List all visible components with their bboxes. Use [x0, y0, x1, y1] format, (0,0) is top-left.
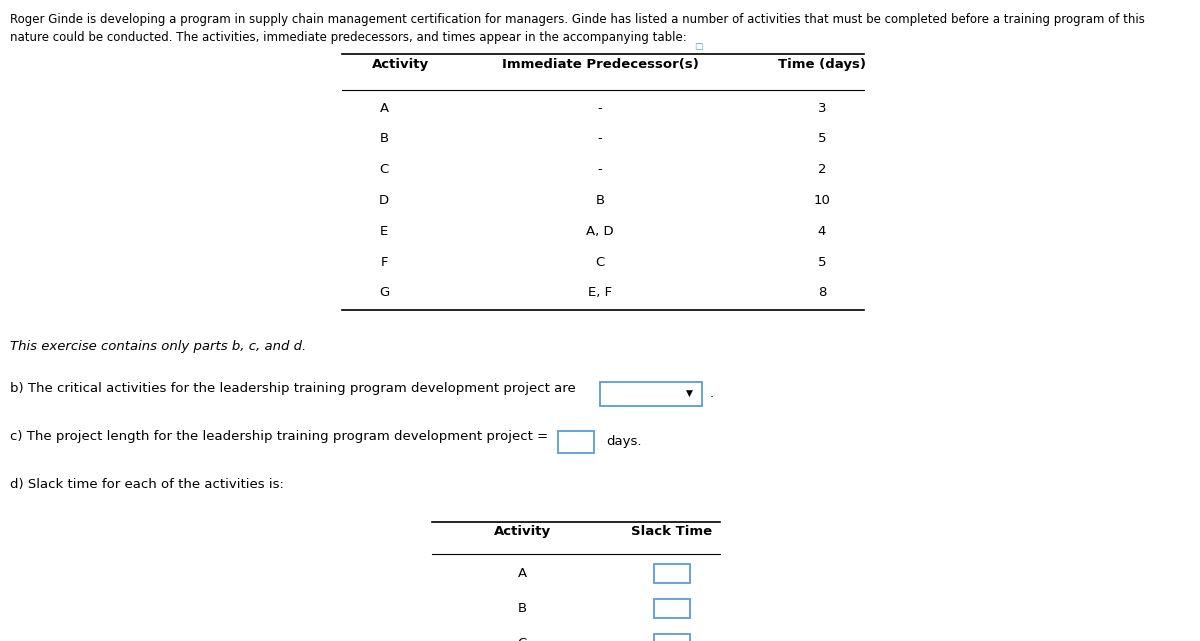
- Text: .: .: [709, 387, 713, 400]
- Text: 5: 5: [817, 133, 827, 146]
- Text: 8: 8: [818, 287, 826, 299]
- FancyBboxPatch shape: [600, 381, 702, 406]
- Text: B: B: [379, 133, 389, 146]
- Text: 2: 2: [817, 163, 827, 176]
- Text: A: A: [517, 567, 527, 580]
- Text: days.: days.: [606, 435, 642, 448]
- Text: C: C: [595, 256, 605, 269]
- Text: B: B: [517, 602, 527, 615]
- Text: 10: 10: [814, 194, 830, 207]
- Text: 4: 4: [818, 225, 826, 238]
- Text: E: E: [380, 225, 388, 238]
- Text: F: F: [380, 256, 388, 269]
- Text: C: C: [517, 637, 527, 641]
- FancyBboxPatch shape: [654, 634, 690, 641]
- Text: Slack Time: Slack Time: [631, 525, 713, 538]
- Text: A: A: [379, 102, 389, 115]
- FancyBboxPatch shape: [558, 431, 594, 453]
- Text: 5: 5: [817, 256, 827, 269]
- Text: -: -: [598, 133, 602, 146]
- Text: Immediate Predecessor(s): Immediate Predecessor(s): [502, 58, 698, 71]
- Text: nature could be conducted. The activities, immediate predecessors, and times app: nature could be conducted. The activitie…: [10, 31, 686, 44]
- Text: A, D: A, D: [586, 225, 614, 238]
- Text: 3: 3: [817, 102, 827, 115]
- Text: C: C: [379, 163, 389, 176]
- Text: Activity: Activity: [372, 58, 430, 71]
- Text: -: -: [598, 102, 602, 115]
- Text: E, F: E, F: [588, 287, 612, 299]
- FancyBboxPatch shape: [654, 599, 690, 618]
- Text: G: G: [379, 287, 389, 299]
- Text: ▼: ▼: [685, 389, 692, 398]
- Text: Roger Ginde is developing a program in supply chain management certification for: Roger Ginde is developing a program in s…: [10, 13, 1145, 26]
- Text: Activity: Activity: [493, 525, 551, 538]
- Text: B: B: [595, 194, 605, 207]
- Text: -: -: [598, 163, 602, 176]
- Text: b) The critical activities for the leadership training program development proje: b) The critical activities for the leade…: [10, 382, 575, 395]
- Text: □: □: [694, 42, 703, 51]
- Text: c) The project length for the leadership training program development project =: c) The project length for the leadership…: [10, 430, 547, 443]
- Text: d) Slack time for each of the activities is:: d) Slack time for each of the activities…: [10, 478, 283, 491]
- Text: Time (days): Time (days): [778, 58, 866, 71]
- FancyBboxPatch shape: [654, 563, 690, 583]
- Text: D: D: [379, 194, 389, 207]
- Text: This exercise contains only parts b, c, and d.: This exercise contains only parts b, c, …: [10, 340, 306, 353]
